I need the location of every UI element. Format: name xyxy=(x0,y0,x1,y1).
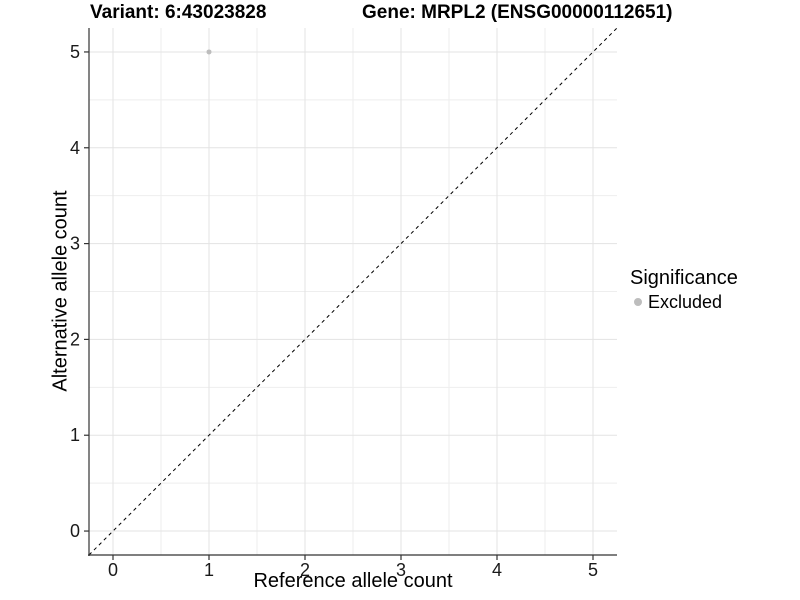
legend-item-excluded: Excluded xyxy=(630,290,738,314)
x-tick-label: 3 xyxy=(396,560,406,580)
y-tick-label: 1 xyxy=(70,425,80,445)
plot-title-gene: Gene: MRPL2 (ENSG00000112651) xyxy=(362,2,673,23)
legend: Significance Excluded xyxy=(630,266,738,314)
identity-reference-line xyxy=(88,27,618,556)
legend-title: Significance xyxy=(630,267,738,289)
plot-title-variant: Variant: 6:43023828 xyxy=(90,2,267,23)
y-tick-label: 3 xyxy=(70,234,80,254)
x-tick-label: 5 xyxy=(588,560,598,580)
legend-item-label: Excluded xyxy=(648,291,723,312)
x-tick-label: 4 xyxy=(492,560,502,580)
y-tick-label: 4 xyxy=(70,138,80,158)
x-tick-label: 0 xyxy=(108,560,118,580)
x-axis-title: Reference allele count xyxy=(253,570,453,592)
y-tick-label: 5 xyxy=(70,42,80,62)
y-tick-label: 0 xyxy=(70,521,80,541)
y-tick-label: 2 xyxy=(70,329,80,349)
x-tick-label: 2 xyxy=(300,560,310,580)
data-point xyxy=(206,49,212,55)
legend-key-dot-icon xyxy=(634,298,642,306)
x-tick-label: 1 xyxy=(204,560,214,580)
